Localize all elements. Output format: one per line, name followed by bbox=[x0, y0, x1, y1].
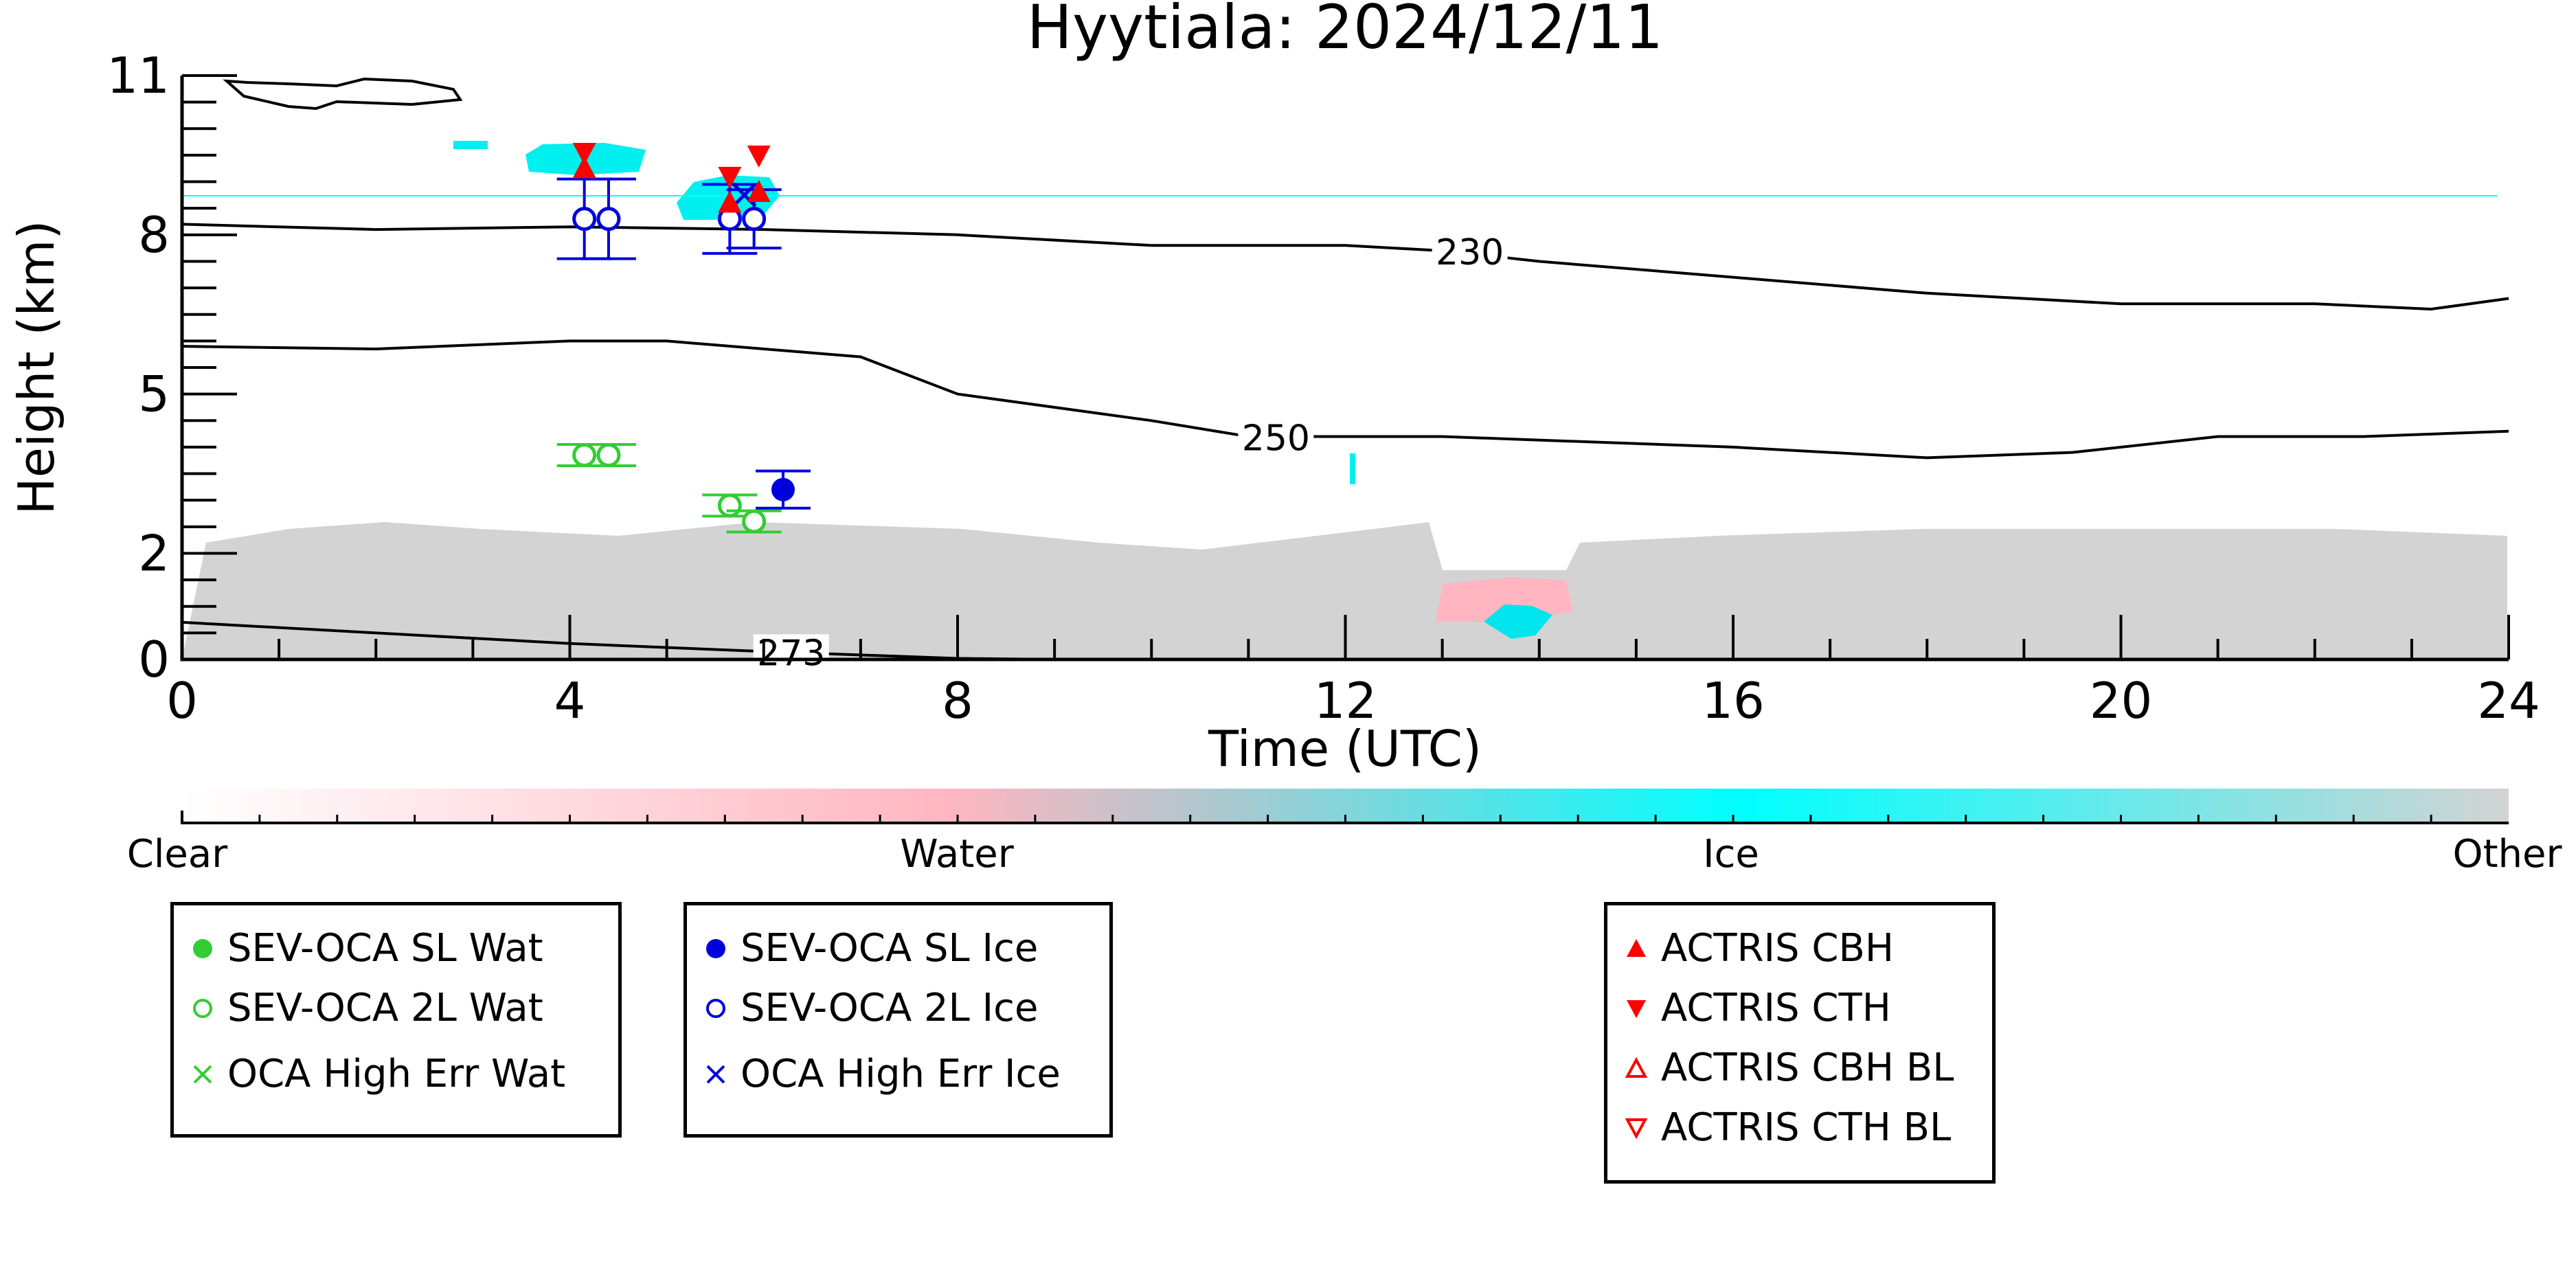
legend-actris: ACTRIS CBH ACTRIS CTH ACTRIS CBH BL ACTR… bbox=[1604, 902, 1996, 1184]
contour-label-bg bbox=[753, 634, 829, 675]
high-cloud-contour bbox=[223, 77, 463, 111]
filled-circle-icon bbox=[706, 938, 725, 958]
legend-label: OCA High Err Wat bbox=[227, 1052, 566, 1096]
legend-label: SEV-OCA 2L Ice bbox=[741, 986, 1039, 1030]
x-axis-ticks: 0 4 8 12 16 20 24 bbox=[166, 615, 2540, 730]
contour-label-250: 250 bbox=[1242, 418, 1310, 459]
marker-sev-oca-2l-ice bbox=[742, 207, 767, 231]
chart-title: Hyytiala: 2024/12/11 bbox=[1027, 0, 1663, 63]
colorbar-label-water: Water bbox=[900, 832, 1015, 877]
legend-item-actris-cth-bl: ACTRIS CTH BL bbox=[1621, 1105, 1951, 1150]
x-tick-label: 8 bbox=[942, 672, 973, 730]
legend-label: ACTRIS CBH bbox=[1661, 926, 1895, 971]
ice-class-low bbox=[1484, 605, 1552, 639]
legend-item-actris-cbh-bl: ACTRIS CBH BL bbox=[1621, 1046, 1954, 1090]
open-circle-icon bbox=[706, 998, 725, 1018]
contour-label-bg bbox=[1238, 419, 1314, 460]
legend-item-oca-high-err-wat: OCA High Err Wat bbox=[188, 1052, 565, 1096]
legend-label: ACTRIS CTH BL bbox=[1661, 1105, 1952, 1150]
marker-sev-oca-2l-wat bbox=[572, 443, 597, 467]
y-tick-label: 2 bbox=[138, 524, 170, 582]
colorbar-label-clear: Clear bbox=[127, 832, 228, 877]
legend-item-sev-oca-2l-wat: SEV-OCA 2L Wat bbox=[188, 986, 543, 1030]
x-tick-label: 24 bbox=[2477, 672, 2540, 730]
legend-ice: SEV-OCA SL Ice SEV-OCA 2L Ice OCA High E… bbox=[683, 902, 1113, 1138]
legend-item-sev-oca-2l-ice: SEV-OCA 2L Ice bbox=[701, 986, 1038, 1030]
legend-item-oca-high-err-ice: OCA High Err Ice bbox=[701, 1052, 1061, 1096]
contour-label-bg bbox=[1432, 234, 1508, 273]
x-mark-icon bbox=[706, 1065, 725, 1083]
marker-actris-cth bbox=[718, 166, 742, 189]
y-tick-label: 5 bbox=[138, 365, 170, 423]
colorbar-label-other: Other bbox=[2452, 832, 2562, 877]
other-class-region bbox=[182, 522, 2507, 659]
marker-actris-cbh bbox=[572, 156, 596, 179]
legend-label: SEV-OCA 2L Wat bbox=[227, 986, 543, 1030]
legend-item-actris-cbh: ACTRIS CBH bbox=[1621, 926, 1894, 971]
open-circle-icon bbox=[193, 998, 212, 1018]
marker-sev-oca-2l-wat bbox=[742, 509, 767, 534]
filled-circle-icon bbox=[193, 938, 212, 958]
marker-actris-cbh bbox=[747, 180, 771, 202]
legend-item-sev-oca-sl-ice: SEV-OCA SL Ice bbox=[701, 926, 1038, 971]
y-tick-label: 8 bbox=[138, 206, 170, 264]
open-triangle-up-icon bbox=[1625, 1057, 1648, 1078]
colorbar-ticks bbox=[258, 815, 2432, 823]
legend-label: ACTRIS CTH bbox=[1661, 986, 1891, 1030]
ice-class-speck bbox=[1350, 453, 1355, 484]
legend-label: SEV-OCA SL Ice bbox=[741, 926, 1039, 971]
ice-class-speck bbox=[453, 141, 488, 149]
triangle-up-icon bbox=[1627, 938, 1646, 957]
marker-sev-oca-2l-ice bbox=[572, 207, 597, 231]
contour-line-250 bbox=[181, 339, 2509, 460]
marker-sev-oca-sl-ice bbox=[771, 477, 795, 501]
legend-label: ACTRIS CBH BL bbox=[1661, 1046, 1954, 1090]
contour-label-273: 273 bbox=[757, 633, 825, 674]
marker-oca-high-err-ice bbox=[732, 183, 757, 207]
x-axis-label: Time (UTC) bbox=[1208, 720, 1482, 778]
contour-line-230 bbox=[181, 223, 2509, 311]
y-tick-label: 0 bbox=[138, 631, 170, 688]
contour-label-230: 230 bbox=[1436, 232, 1504, 273]
marker-sev-oca-2l-wat bbox=[596, 443, 621, 467]
open-triangle-down-icon bbox=[1625, 1118, 1648, 1139]
temperature-contours: 230 250 273 bbox=[181, 223, 2509, 675]
classification-field bbox=[182, 77, 2507, 659]
y-tick-label: 11 bbox=[106, 47, 170, 104]
x-tick-label: 16 bbox=[1702, 672, 1765, 730]
y-axis-label: Height (km) bbox=[8, 221, 65, 515]
colorbar-label-ice: Ice bbox=[1703, 832, 1759, 877]
marker-sev-oca-2l-ice bbox=[596, 207, 621, 231]
legend-water: SEV-OCA SL Wat SEV-OCA 2L Wat OCA High E… bbox=[170, 902, 622, 1138]
marker-actris-cbh bbox=[718, 190, 742, 213]
x-tick-label: 12 bbox=[1314, 672, 1377, 730]
y-axis-ticks: 0 2 5 8 11 bbox=[106, 47, 237, 688]
triangle-down-icon bbox=[1627, 999, 1646, 1018]
x-mark-icon bbox=[193, 1065, 212, 1083]
legend-item-sev-oca-sl-wat: SEV-OCA SL Wat bbox=[188, 926, 543, 971]
x-tick-label: 4 bbox=[554, 672, 586, 730]
marker-actris-cth bbox=[747, 145, 771, 168]
x-tick-label: 0 bbox=[166, 672, 198, 730]
legend-label: OCA High Err Ice bbox=[741, 1052, 1061, 1096]
x-tick-label: 20 bbox=[2090, 672, 2153, 730]
marker-sev-oca-2l-wat bbox=[717, 493, 742, 518]
legend-item-actris-cth: ACTRIS CTH bbox=[1621, 986, 1891, 1030]
legend-label: SEV-OCA SL Wat bbox=[227, 926, 543, 971]
retrieval-markers bbox=[556, 143, 811, 534]
marker-actris-cth bbox=[572, 143, 596, 166]
